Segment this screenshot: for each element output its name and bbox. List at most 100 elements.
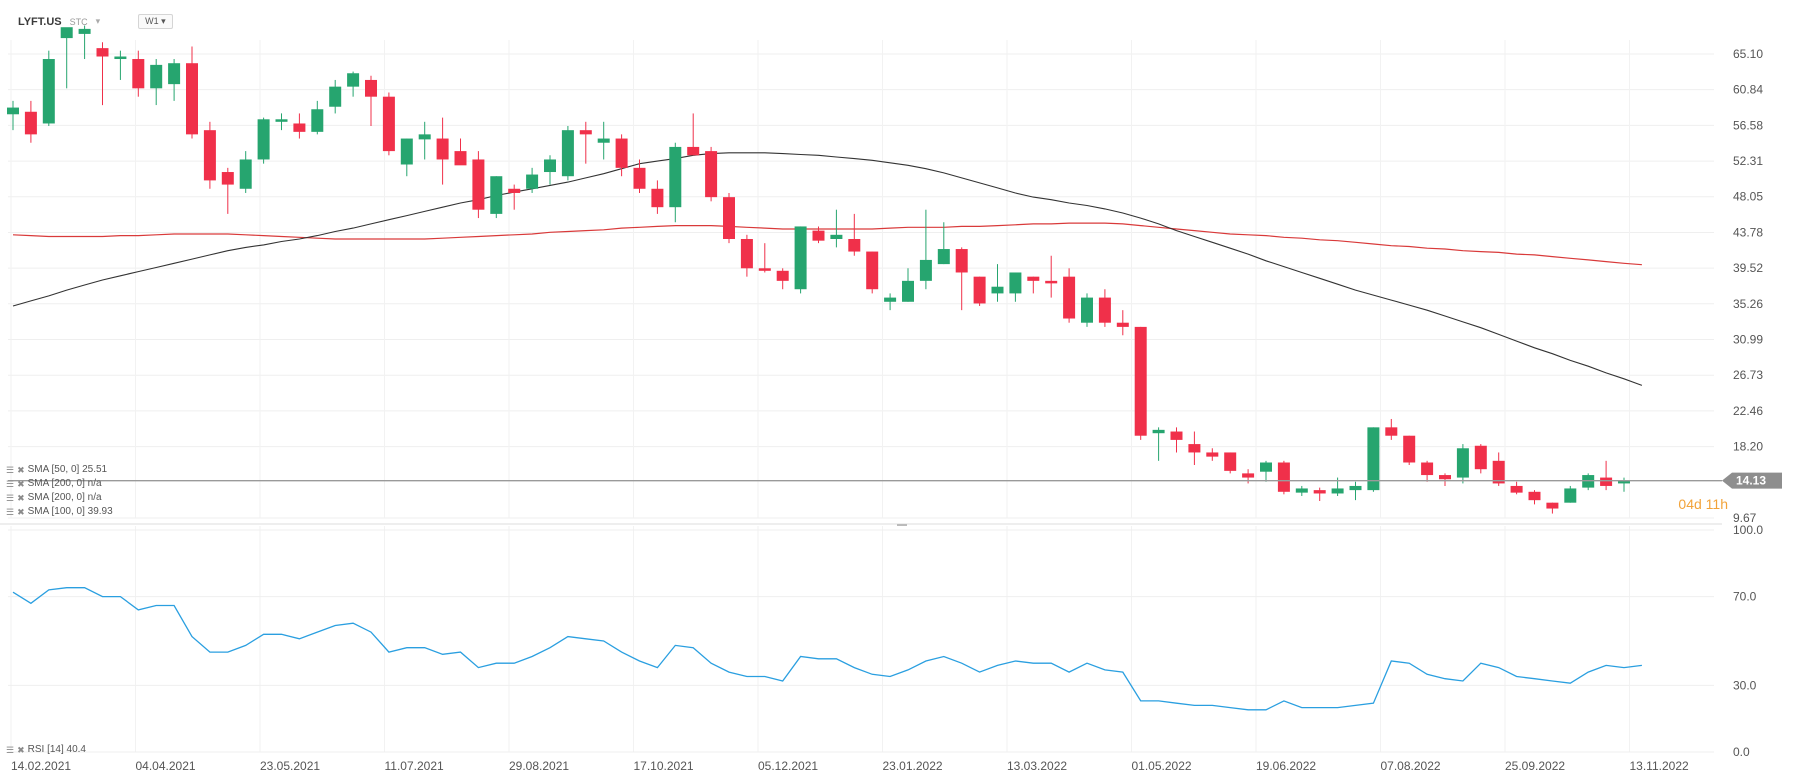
legend-label: RSI [14] 40.4: [27, 744, 86, 755]
date-tick-label: 05.12.2021: [758, 759, 818, 773]
candle-body: [937, 249, 950, 265]
candle-body: [561, 130, 574, 177]
date-tick-label: 01.05.2022: [1132, 759, 1192, 773]
candle-body: [400, 138, 413, 165]
candle: [1027, 276, 1040, 294]
date-tick-label: 23.05.2021: [260, 759, 320, 773]
candle: [1206, 448, 1219, 461]
candle-body: [1170, 431, 1183, 440]
chevron-down-icon[interactable]: ▾: [95, 16, 101, 26]
candle: [96, 42, 109, 106]
candle-body: [1260, 462, 1272, 472]
candle: [1045, 255, 1058, 298]
close-icon[interactable]: ✖: [17, 745, 25, 755]
candle-body: [1081, 297, 1093, 323]
candle-body: [454, 151, 467, 166]
candle: [579, 121, 592, 164]
candle: [1600, 460, 1613, 491]
legend-item-sma50[interactable]: ☰ ✖ SMA [50, 0] 25.51: [6, 464, 107, 476]
date-tick-label: 07.08.2022: [1381, 759, 1441, 773]
close-icon[interactable]: ✖: [17, 493, 25, 503]
settings-icon[interactable]: ☰: [6, 465, 15, 475]
candle-body: [1600, 477, 1613, 486]
candle: [221, 167, 234, 214]
price-tick-label: 52.31: [1733, 154, 1763, 168]
chevron-down-icon: ▾: [161, 16, 166, 26]
settings-icon[interactable]: ☰: [6, 479, 15, 489]
candle-body: [776, 270, 789, 281]
price-tick-label: 56.58: [1733, 118, 1763, 132]
candle: [1564, 485, 1577, 503]
candle-body: [221, 172, 234, 185]
candle-body: [1098, 297, 1111, 323]
settings-icon[interactable]: ☰: [6, 507, 15, 517]
candle: [615, 134, 628, 177]
candle-body: [615, 138, 628, 168]
source-label: STC: [69, 16, 88, 27]
close-icon[interactable]: ✖: [17, 465, 25, 475]
candle-body: [132, 59, 145, 89]
candle-body: [1242, 473, 1255, 478]
legend-item-sma100[interactable]: ☰ ✖ SMA [100, 0] 39.93: [6, 506, 113, 518]
candle: [186, 46, 198, 139]
candle-body: [96, 48, 109, 57]
candle: [239, 151, 252, 193]
candle: [7, 100, 19, 131]
date-tick-label: 11.07.2021: [385, 759, 444, 773]
candle: [1152, 427, 1165, 461]
date-tick-label: 13.11.2022: [1630, 759, 1689, 773]
price-tick-label: 60.84: [1733, 83, 1763, 97]
settings-icon[interactable]: ☰: [6, 493, 15, 503]
candle-body: [1313, 490, 1326, 494]
rsi-tick-label: 0.0: [1733, 745, 1750, 759]
candle-body: [1331, 488, 1344, 494]
candle: [1582, 473, 1595, 491]
candle-body: [1009, 272, 1022, 294]
candle: [919, 209, 932, 290]
panel-resize-handle[interactable]: [897, 524, 907, 526]
candle-body: [1295, 488, 1308, 493]
candle-body: [42, 59, 55, 124]
candle: [651, 180, 664, 214]
candle-body: [651, 188, 664, 208]
candle: [1260, 460, 1272, 482]
settings-icon[interactable]: ☰: [6, 745, 15, 755]
legend-item-sma200[interactable]: ☰ ✖ SMA [200, 0] n/a: [6, 478, 102, 490]
rsi-tick-label: 30.0: [1733, 678, 1757, 692]
candle-body: [740, 238, 753, 269]
candle-body: [186, 63, 198, 135]
candle: [150, 59, 163, 106]
candle-body: [669, 146, 682, 208]
candle: [902, 268, 914, 302]
candle: [257, 117, 270, 164]
timeframe-value: W1: [145, 16, 159, 26]
candle-body: [1134, 326, 1147, 436]
candle: [687, 113, 700, 156]
candle-body: [1188, 444, 1201, 453]
date-tick-label: 04.04.2021: [136, 759, 196, 773]
legend-item-sma200-2[interactable]: ☰ ✖ SMA [200, 0] n/a: [6, 492, 102, 504]
price-tick-label: 35.26: [1733, 297, 1763, 311]
candle-body: [168, 63, 181, 85]
rsi-line: [12, 587, 1642, 711]
candle: [794, 226, 807, 294]
candle-body: [490, 176, 503, 214]
symbol-label[interactable]: LYFT.US: [18, 15, 62, 28]
close-icon[interactable]: ✖: [17, 507, 25, 517]
candle: [1009, 272, 1022, 302]
candle-body: [60, 27, 73, 39]
candle-body: [991, 286, 1004, 294]
timeframe-select[interactable]: W1 ▾: [138, 14, 173, 29]
close-icon[interactable]: ✖: [17, 479, 25, 489]
candle: [1081, 293, 1093, 327]
candle: [1098, 289, 1111, 327]
candle-body: [1152, 429, 1165, 434]
legend-item-rsi[interactable]: ☰ ✖ RSI [14] 40.4: [6, 744, 86, 756]
candle: [490, 176, 503, 219]
candle-body: [311, 109, 324, 132]
candle-body: [1045, 280, 1058, 284]
candle-body: [78, 28, 91, 34]
candle: [1170, 427, 1183, 453]
candle: [812, 226, 825, 244]
